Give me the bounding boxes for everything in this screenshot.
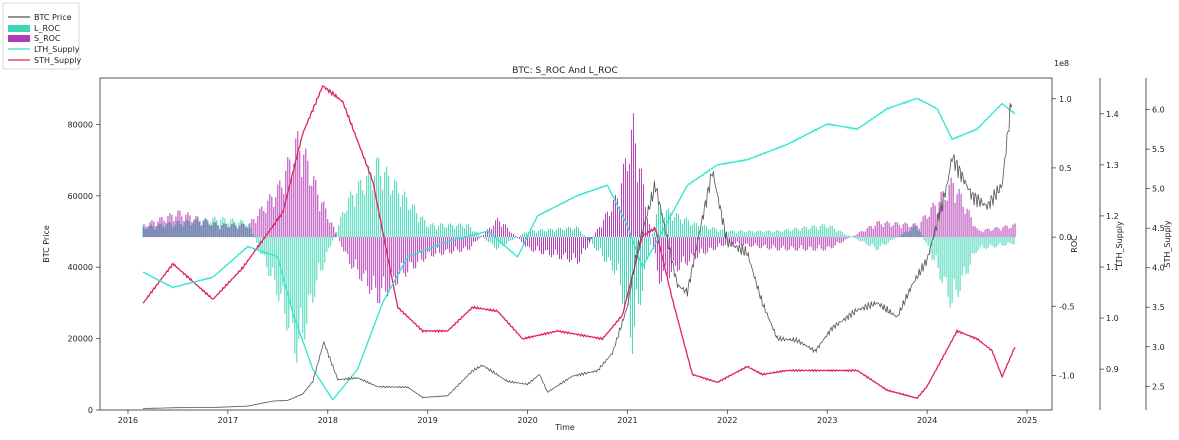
price-tick-label: 60000	[68, 192, 93, 201]
legend-entry-lth-supply: LTH_Supply	[8, 45, 80, 54]
x-axis: 2016 2017 2018 2019 2020 2021 2022 2023 2024 2025	[118, 410, 1037, 425]
roc-tick-label: 1.0	[1059, 95, 1072, 104]
roc-tick-label: 0.5	[1059, 164, 1072, 173]
x-tick-label: 2016	[118, 416, 138, 425]
lth-tick-label: 1.4	[1106, 110, 1119, 119]
sth-tick-label: 5.0	[1152, 185, 1165, 194]
lth-supply-axis: 0.9 1.0 1.1 1.2 1.3 1.4	[1100, 110, 1119, 374]
x-tick-label: 2018	[318, 416, 338, 425]
legend-entry-l-roc: L_ROC	[8, 24, 60, 33]
x-tick-label: 2020	[517, 416, 537, 425]
legend-label: STH_Supply	[34, 56, 82, 65]
lth-tick-label: 0.9	[1106, 365, 1119, 374]
legend-label: L_ROC	[34, 24, 60, 33]
series-lines	[142, 84, 1016, 409]
lth-tick-label: 1.2	[1106, 212, 1119, 221]
roc-tick-label: -1.0	[1059, 371, 1075, 380]
sth-supply-axis: 2.5 3.0 3.5 4.0 4.5 5.0 5.5 6.0	[1146, 106, 1165, 391]
x-tick-label: 2025	[1017, 416, 1037, 425]
chart-title: BTC: S_ROC And L_ROC	[512, 66, 618, 76]
sth-tick-label: 5.5	[1152, 145, 1165, 154]
sth-tick-label: 3.5	[1152, 303, 1165, 312]
sth-tick-label: 6.0	[1152, 106, 1165, 115]
legend: BTC Price L_ROC S_ROC LTH_Supply STH_Sup…	[2, 2, 82, 70]
lth-tick-label: 1.0	[1106, 314, 1119, 323]
price-tick-label: 80000	[68, 120, 93, 129]
roc-multiplier: 1e8	[1054, 59, 1069, 68]
sth-axis-label: STH_Supply	[1163, 220, 1172, 268]
legend-label: LTH_Supply	[34, 45, 80, 54]
legend-entry-s-roc: S_ROC	[8, 34, 61, 43]
lth-tick-label: 1.1	[1106, 263, 1119, 272]
lth-axis-label: LTH_Supply	[1115, 221, 1124, 267]
x-tick-label: 2022	[717, 416, 737, 425]
sth-supply-line	[142, 84, 1016, 400]
x-tick-label: 2023	[817, 416, 837, 425]
x-tick-label: 2017	[218, 416, 238, 425]
legend-entry-sth-supply: STH_Supply	[8, 56, 82, 65]
legend-label: BTC Price	[34, 13, 72, 22]
roc-tick-label: -0.5	[1059, 302, 1075, 311]
sth-tick-label: 3.0	[1152, 343, 1165, 352]
sth-tick-label: 4.5	[1152, 224, 1165, 233]
sth-tick-label: 2.5	[1152, 382, 1165, 391]
legend-entry-btc-price: BTC Price	[8, 13, 72, 22]
x-tick-label: 2024	[917, 416, 937, 425]
lth-supply-line	[142, 97, 1016, 401]
x-tick-label: 2021	[617, 416, 637, 425]
price-tick-label: 0	[88, 406, 93, 415]
roc-bars	[142, 113, 1016, 363]
legend-label: S_ROC	[34, 34, 61, 43]
sth-tick-label: 4.0	[1152, 264, 1165, 273]
price-axis: 0 20000 40000 60000 80000	[68, 120, 100, 415]
plot-frame	[99, 77, 1053, 411]
roc-axis: -1.0 -0.5 0.0 0.5 1.0	[1052, 95, 1075, 380]
roc-axis-label: ROC	[1070, 235, 1079, 253]
x-axis-label: Time	[554, 423, 575, 432]
btc-price-line	[143, 103, 1013, 409]
price-tick-label: 40000	[68, 263, 93, 272]
lth-tick-label: 1.3	[1106, 161, 1119, 170]
roc-tick-label: 0.0	[1059, 233, 1072, 242]
price-tick-label: 20000	[68, 335, 93, 344]
price-axis-label: BTC Price	[42, 225, 51, 263]
x-tick-label: 2019	[417, 416, 437, 425]
